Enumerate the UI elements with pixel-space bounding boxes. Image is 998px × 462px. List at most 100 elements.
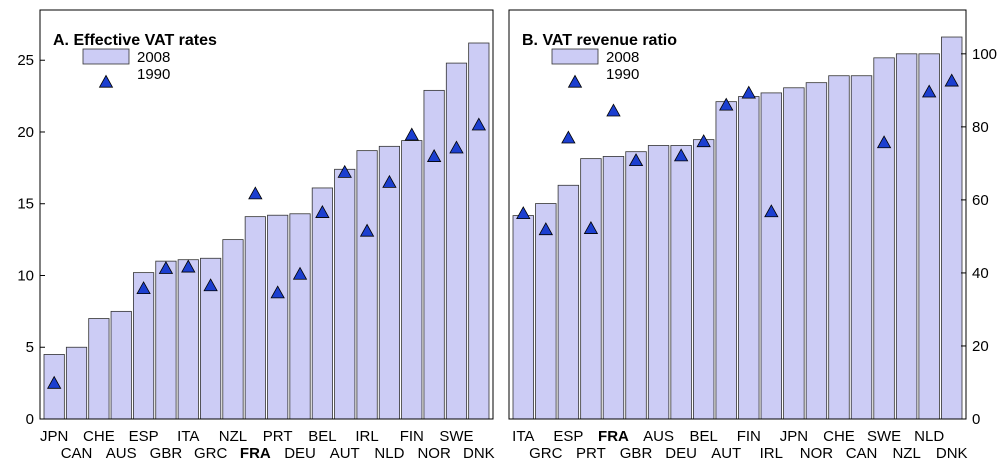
- bar: [244, 216, 266, 420]
- marker: [696, 134, 711, 148]
- x-tick-label: NZL: [892, 445, 920, 462]
- x-tick-label: NLD: [374, 445, 404, 462]
- x-tick-label: FRA: [598, 428, 629, 445]
- x-tick-label: CHE: [823, 428, 855, 445]
- marker: [561, 130, 576, 144]
- x-tick-label: JPN: [40, 428, 68, 445]
- marker: [471, 117, 487, 131]
- marker: [315, 205, 330, 218]
- marker: [203, 278, 218, 292]
- bar: [289, 213, 311, 420]
- marker: [404, 127, 419, 141]
- marker: [136, 281, 151, 295]
- x-tick-label: GBR: [620, 445, 653, 462]
- bar: [738, 96, 760, 420]
- marker: [248, 186, 263, 200]
- bar: [177, 259, 199, 420]
- marker: [741, 85, 756, 99]
- bar: [715, 101, 737, 420]
- x-tick-label: FRA: [240, 445, 271, 462]
- bar: [423, 89, 445, 420]
- bar: [602, 156, 625, 420]
- x-tick-label: GRC: [194, 445, 228, 462]
- bar: [512, 215, 534, 420]
- x-tick-label: DNK: [936, 445, 968, 462]
- marker: [606, 103, 621, 117]
- marker: [426, 149, 442, 162]
- marker: [876, 135, 892, 149]
- x-tick-label: AUT: [330, 445, 360, 462]
- bar: [760, 92, 782, 420]
- legend-label: 2008: [606, 49, 639, 66]
- marker: [538, 222, 554, 236]
- bar: [895, 53, 918, 420]
- marker: [764, 204, 779, 218]
- marker: [359, 223, 375, 237]
- bar: [222, 239, 244, 420]
- marker: [516, 206, 531, 220]
- marker: [158, 260, 174, 274]
- x-tick-label: AUS: [643, 428, 674, 445]
- bar: [783, 87, 805, 420]
- bar: [535, 203, 557, 420]
- x-tick-label: JPN: [780, 428, 808, 445]
- bar: [267, 214, 289, 420]
- chart-title: A. Effective VAT rates: [53, 32, 217, 49]
- y-tick-label: 80: [972, 119, 989, 136]
- x-tick-label: ITA: [512, 428, 534, 445]
- bar: [356, 150, 378, 420]
- marker: [181, 259, 196, 273]
- bar: [850, 75, 873, 420]
- marker: [921, 84, 937, 98]
- marker: [382, 174, 397, 188]
- bar: [445, 62, 468, 420]
- y-tick-label: 60: [972, 192, 989, 209]
- bar: [828, 75, 850, 420]
- legend-marker: [567, 74, 583, 88]
- bar: [941, 36, 963, 420]
- x-tick-label: NLD: [914, 428, 944, 445]
- x-tick-label: ESP: [553, 428, 583, 445]
- y-tick-label: 15: [17, 196, 34, 213]
- bar: [65, 346, 88, 420]
- legend-label: 2008: [137, 49, 170, 66]
- marker: [628, 153, 644, 167]
- bar: [670, 145, 692, 420]
- bar: [88, 318, 110, 420]
- x-tick-label: FIN: [400, 428, 424, 445]
- x-tick-label: NOR: [800, 445, 834, 462]
- x-tick-label: BEL: [308, 428, 336, 445]
- marker: [270, 285, 285, 299]
- x-tick-label: GBR: [150, 445, 183, 462]
- marker: [944, 73, 959, 87]
- bar: [805, 82, 828, 420]
- y-tick-label: 25: [17, 52, 34, 69]
- marker: [719, 97, 734, 111]
- x-tick-label: PRT: [263, 428, 293, 445]
- legend-label: 1990: [137, 66, 170, 83]
- x-tick-label: IRL: [760, 445, 783, 462]
- x-tick-label: DEU: [284, 445, 316, 462]
- x-tick-label: PRT: [576, 445, 606, 462]
- y-tick-label: 0: [972, 411, 980, 428]
- marker: [292, 266, 308, 280]
- x-tick-label: NZL: [219, 428, 247, 445]
- marker: [673, 148, 689, 162]
- x-tick-label: DEU: [665, 445, 697, 462]
- bar: [132, 272, 155, 420]
- bar: [311, 187, 333, 420]
- x-tick-label: AUS: [106, 445, 137, 462]
- x-tick-label: SWE: [867, 428, 901, 445]
- x-tick-label: SWE: [439, 428, 473, 445]
- bar: [468, 42, 490, 420]
- y-tick-label: 40: [972, 265, 989, 282]
- chart-title: B. VAT revenue ratio: [522, 32, 677, 49]
- x-tick-label: BEL: [689, 428, 717, 445]
- legend-label: 1990: [606, 66, 639, 83]
- x-tick-label: CAN: [846, 445, 878, 462]
- x-tick-label: GRC: [529, 445, 563, 462]
- marker: [46, 375, 62, 389]
- y-tick-label: 20: [17, 124, 34, 141]
- bar: [155, 260, 177, 420]
- bar: [693, 139, 715, 420]
